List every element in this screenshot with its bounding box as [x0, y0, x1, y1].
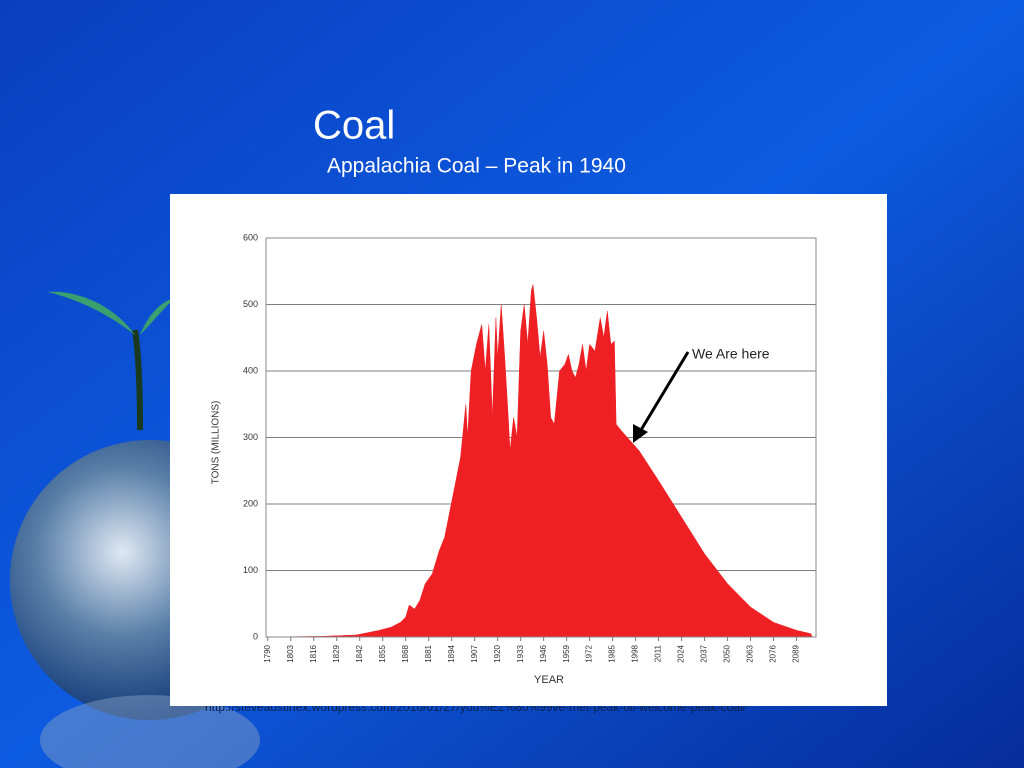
sprout-leaf — [140, 298, 175, 335]
y-tick-label: 0 — [253, 631, 258, 641]
x-tick-label: 1855 — [378, 644, 387, 662]
x-tick-label: 1985 — [608, 644, 617, 662]
x-tick-label: 1842 — [355, 644, 364, 662]
y-tick-label: 500 — [243, 299, 258, 309]
y-tick-label: 300 — [243, 432, 258, 442]
sprout-leaf — [48, 291, 135, 335]
slide-subtitle: Appalachia Coal – Peak in 1940 — [327, 155, 626, 178]
x-tick-label: 1829 — [332, 644, 341, 662]
y-tick-label: 400 — [243, 365, 258, 375]
x-tick-label: 2089 — [792, 644, 801, 662]
x-tick-label: 2076 — [769, 644, 778, 662]
y-tick-label: 100 — [243, 565, 258, 575]
x-tick-label: 2037 — [700, 644, 709, 662]
x-tick-label: 2063 — [746, 644, 755, 662]
x-tick-label: 1868 — [401, 644, 410, 662]
x-tick-label: 1998 — [631, 644, 640, 662]
y-axis-label: TONS (MILLIONS) — [211, 401, 222, 485]
x-tick-label: 1894 — [447, 644, 456, 662]
annotation-arrow — [636, 351, 690, 436]
y-tick-label: 200 — [243, 498, 258, 508]
x-tick-label: 2024 — [677, 644, 686, 662]
x-tick-label: 1816 — [309, 644, 318, 662]
x-tick-label: 1907 — [470, 644, 479, 662]
x-tick-label: 1920 — [493, 644, 502, 662]
area — [267, 284, 813, 638]
x-tick-label: 2050 — [723, 644, 732, 662]
annotation: We Are here — [692, 346, 770, 362]
x-tick-label: 1933 — [516, 644, 525, 662]
x-tick-label: 2011 — [654, 644, 663, 662]
x-tick-label: 1803 — [286, 644, 295, 662]
x-tick-label: 1972 — [585, 644, 594, 662]
x-tick-label: 1959 — [562, 644, 571, 662]
y-tick-label: 600 — [243, 232, 258, 242]
annotation-arrowhead — [633, 424, 648, 443]
x-tick-label: 1946 — [539, 644, 548, 662]
plot-frame — [265, 237, 817, 638]
sprout-stem — [132, 329, 143, 431]
slide-title: Coal — [313, 104, 395, 148]
x-axis-label: YEAR — [534, 674, 564, 686]
chart: 0 100 200 300 400 500 600 1790 1803 1816 1829 1842 1… — [211, 232, 817, 686]
globe-reflection — [40, 695, 260, 773]
x-tick-label: 1881 — [424, 644, 433, 662]
x-tick-label: 1790 — [263, 644, 272, 662]
